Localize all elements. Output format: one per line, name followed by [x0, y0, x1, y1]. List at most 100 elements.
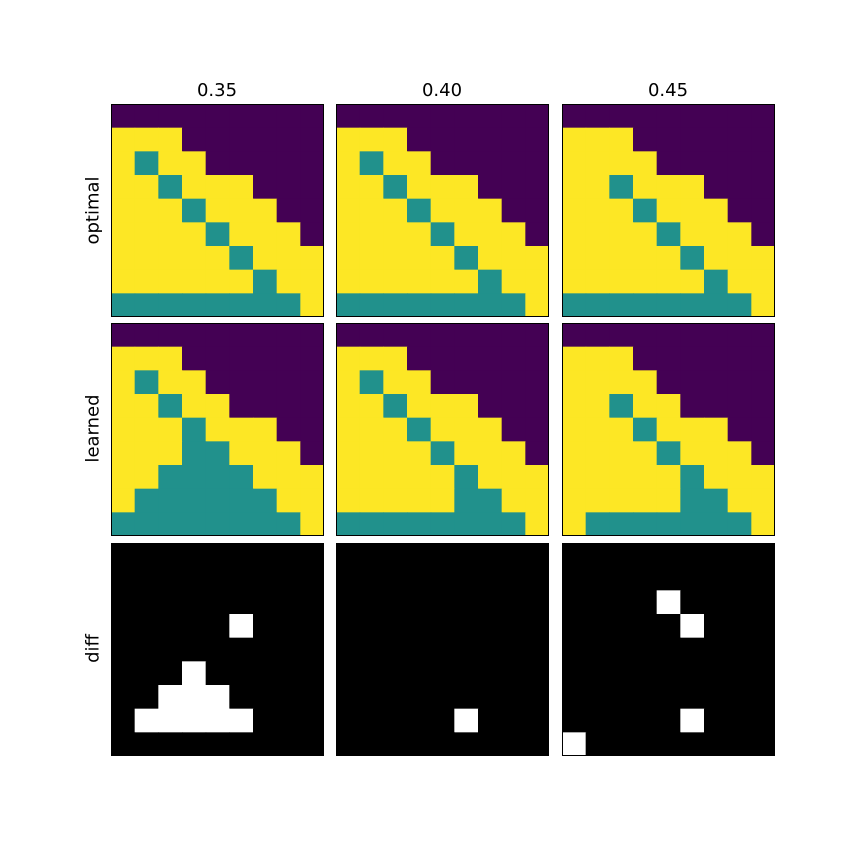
cell-diff-0.40-r8-c4	[430, 732, 455, 756]
cell-diff-0.45-r1-c1	[585, 566, 610, 591]
cell-optimal-0.45-r8-c7	[727, 293, 752, 317]
cell-optimal-0.40-r5-c2	[383, 222, 408, 247]
cell-optimal-0.35-r7-c7	[276, 269, 301, 294]
cell-learned-0.45-r1-c1	[585, 346, 610, 371]
cell-diff-0.40-r0-c2	[383, 543, 408, 568]
cell-learned-0.45-r5-c7	[727, 441, 752, 466]
panel-learned-0.35	[111, 323, 324, 536]
cell-learned-0.40-r5-c4	[430, 441, 455, 466]
cell-optimal-0.35-r6-c4	[205, 246, 230, 271]
cell-diff-0.40-r5-c4	[430, 661, 455, 686]
cell-learned-0.35-r2-c1	[134, 370, 159, 395]
cell-learned-0.40-r7-c6	[478, 488, 503, 513]
cell-learned-0.45-r1-c0	[562, 346, 587, 371]
cell-optimal-0.35-r3-c6	[253, 175, 278, 200]
cell-learned-0.40-r0-c8	[525, 323, 549, 348]
cell-learned-0.35-r5-c5	[229, 441, 254, 466]
cell-diff-0.35-r3-c5	[229, 614, 254, 639]
cell-learned-0.35-r7-c7	[276, 488, 301, 513]
cell-diff-0.40-r4-c8	[525, 637, 549, 662]
cell-optimal-0.35-r3-c8	[300, 175, 324, 200]
cell-learned-0.40-r7-c3	[407, 488, 432, 513]
cell-learned-0.40-r0-c7	[501, 323, 526, 348]
cell-optimal-0.40-r8-c5	[454, 293, 479, 317]
cell-diff-0.40-r2-c8	[525, 590, 549, 615]
panel-learned-0.45	[562, 323, 775, 536]
cell-diff-0.40-r5-c1	[359, 661, 384, 686]
cell-learned-0.45-r6-c4	[656, 465, 681, 490]
cell-diff-0.35-r0-c8	[300, 543, 324, 568]
cell-learned-0.45-r4-c6	[704, 417, 729, 442]
cell-diff-0.35-r2-c6	[253, 590, 278, 615]
cell-diff-0.45-r7-c4	[656, 708, 681, 733]
cell-optimal-0.35-r3-c7	[276, 175, 301, 200]
cell-learned-0.40-r3-c8	[525, 394, 549, 419]
cell-diff-0.45-r5-c8	[751, 661, 775, 686]
cell-learned-0.35-r3-c6	[253, 394, 278, 419]
cell-learned-0.45-r1-c2	[609, 346, 634, 371]
cell-diff-0.40-r2-c2	[383, 590, 408, 615]
cell-diff-0.40-r7-c5	[454, 708, 479, 733]
cell-diff-0.40-r5-c3	[407, 661, 432, 686]
cell-learned-0.35-r1-c6	[253, 346, 278, 371]
cell-diff-0.35-r4-c4	[205, 637, 230, 662]
cell-optimal-0.40-r6-c6	[478, 246, 503, 271]
cell-optimal-0.45-r1-c7	[727, 127, 752, 152]
cell-optimal-0.35-r5-c7	[276, 222, 301, 247]
cell-learned-0.40-r1-c1	[359, 346, 384, 371]
cell-optimal-0.45-r0-c7	[727, 104, 752, 129]
cell-optimal-0.45-r5-c3	[633, 222, 658, 247]
cell-learned-0.40-r8-c7	[501, 512, 526, 536]
cell-diff-0.45-r2-c5	[680, 590, 705, 615]
cell-learned-0.45-r1-c8	[751, 346, 775, 371]
cell-diff-0.35-r7-c5	[229, 708, 254, 733]
cell-optimal-0.45-r5-c2	[609, 222, 634, 247]
cell-diff-0.35-r1-c1	[134, 566, 159, 591]
cell-diff-0.40-r2-c4	[430, 590, 455, 615]
cell-optimal-0.40-r8-c4	[430, 293, 455, 317]
cell-diff-0.45-r0-c5	[680, 543, 705, 568]
cell-learned-0.40-r3-c3	[407, 394, 432, 419]
cell-learned-0.35-r1-c2	[158, 346, 183, 371]
cell-diff-0.45-r2-c3	[633, 590, 658, 615]
cell-diff-0.35-r2-c5	[229, 590, 254, 615]
cell-optimal-0.40-r3-c5	[454, 175, 479, 200]
cell-learned-0.45-r5-c2	[609, 441, 634, 466]
cell-learned-0.45-r8-c4	[656, 512, 681, 536]
cell-diff-0.40-r8-c7	[501, 732, 526, 756]
cell-optimal-0.35-r8-c8	[300, 293, 324, 317]
cell-diff-0.40-r4-c1	[359, 637, 384, 662]
cell-optimal-0.35-r1-c4	[205, 127, 230, 152]
cell-diff-0.40-r1-c5	[454, 566, 479, 591]
cell-diff-0.35-r2-c2	[158, 590, 183, 615]
cell-optimal-0.35-r0-c1	[134, 104, 159, 129]
cell-learned-0.35-r0-c7	[276, 323, 301, 348]
cell-diff-0.35-r8-c8	[300, 732, 324, 756]
cell-learned-0.45-r7-c8	[751, 488, 775, 513]
cell-diff-0.35-r1-c5	[229, 566, 254, 591]
cell-diff-0.35-r7-c2	[158, 708, 183, 733]
cell-learned-0.35-r4-c0	[111, 417, 136, 442]
cell-learned-0.40-r5-c7	[501, 441, 526, 466]
cell-diff-0.40-r3-c0	[336, 614, 361, 639]
cell-learned-0.40-r8-c3	[407, 512, 432, 536]
cell-diff-0.35-r2-c1	[134, 590, 159, 615]
cell-optimal-0.45-r3-c8	[751, 175, 775, 200]
cell-diff-0.40-r6-c3	[407, 685, 432, 710]
cell-diff-0.45-r5-c1	[585, 661, 610, 686]
cell-optimal-0.35-r6-c1	[134, 246, 159, 271]
cell-optimal-0.45-r4-c4	[656, 198, 681, 223]
cell-diff-0.35-r6-c3	[182, 685, 207, 710]
cell-learned-0.40-r7-c7	[501, 488, 526, 513]
cell-optimal-0.45-r3-c4	[656, 175, 681, 200]
cell-learned-0.45-r0-c1	[585, 323, 610, 348]
cell-learned-0.35-r2-c5	[229, 370, 254, 395]
cell-learned-0.40-r8-c6	[478, 512, 503, 536]
cell-learned-0.35-r0-c5	[229, 323, 254, 348]
cell-learned-0.45-r3-c8	[751, 394, 775, 419]
cell-learned-0.40-r4-c8	[525, 417, 549, 442]
cell-optimal-0.45-r5-c5	[680, 222, 705, 247]
cell-learned-0.35-r6-c3	[182, 465, 207, 490]
cell-learned-0.40-r6-c2	[383, 465, 408, 490]
cell-diff-0.45-r4-c7	[727, 637, 752, 662]
